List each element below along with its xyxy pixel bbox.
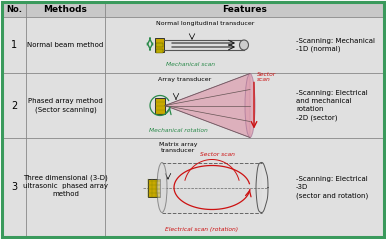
Text: -Scanning: Electrical
-3D
(sector and rotation): -Scanning: Electrical -3D (sector and ro…: [296, 176, 368, 199]
Text: Mechanical rotation: Mechanical rotation: [149, 128, 207, 133]
Text: Normal longitudinal transducer: Normal longitudinal transducer: [156, 21, 254, 26]
Bar: [148, 179, 160, 196]
Text: 1: 1: [11, 40, 17, 50]
Bar: [2, 17, 384, 73]
Text: No.: No.: [6, 5, 22, 14]
Bar: [156, 43, 163, 47]
Text: -Scanning: Electrical
and mechanical
rotation
-2D (sector): -Scanning: Electrical and mechanical rot…: [296, 90, 368, 121]
Text: Phased array method
(Sector scanning): Phased array method (Sector scanning): [28, 98, 103, 113]
Bar: [162, 163, 262, 212]
Bar: [155, 98, 165, 114]
Text: Methods: Methods: [44, 5, 88, 14]
Bar: [2, 73, 384, 138]
Text: 2: 2: [11, 101, 17, 110]
Text: Sector
scan: Sector scan: [257, 71, 276, 82]
Text: Mechanical scan: Mechanical scan: [166, 62, 215, 67]
Text: Matrix array
transducer: Matrix array transducer: [159, 142, 197, 153]
Text: Three dimensional (3-D)
ultrasonic  phased array
method: Three dimensional (3-D) ultrasonic phase…: [23, 174, 108, 197]
Text: Array transducer: Array transducer: [158, 77, 212, 82]
Text: 3: 3: [11, 183, 17, 192]
Bar: [2, 138, 384, 237]
Ellipse shape: [239, 40, 249, 50]
Text: Normal beam method: Normal beam method: [27, 42, 103, 48]
Text: Sector scan: Sector scan: [200, 152, 234, 158]
Text: Electrical scan (rotation): Electrical scan (rotation): [166, 227, 239, 232]
Bar: [164, 40, 244, 50]
Ellipse shape: [157, 163, 167, 212]
Bar: [156, 49, 163, 53]
Bar: [155, 38, 164, 52]
Bar: [2, 2, 384, 17]
Ellipse shape: [245, 74, 255, 137]
Polygon shape: [165, 74, 250, 137]
Text: -Scanning: Mechanical
-1D (normal): -Scanning: Mechanical -1D (normal): [296, 38, 375, 52]
Text: Features: Features: [222, 5, 267, 14]
